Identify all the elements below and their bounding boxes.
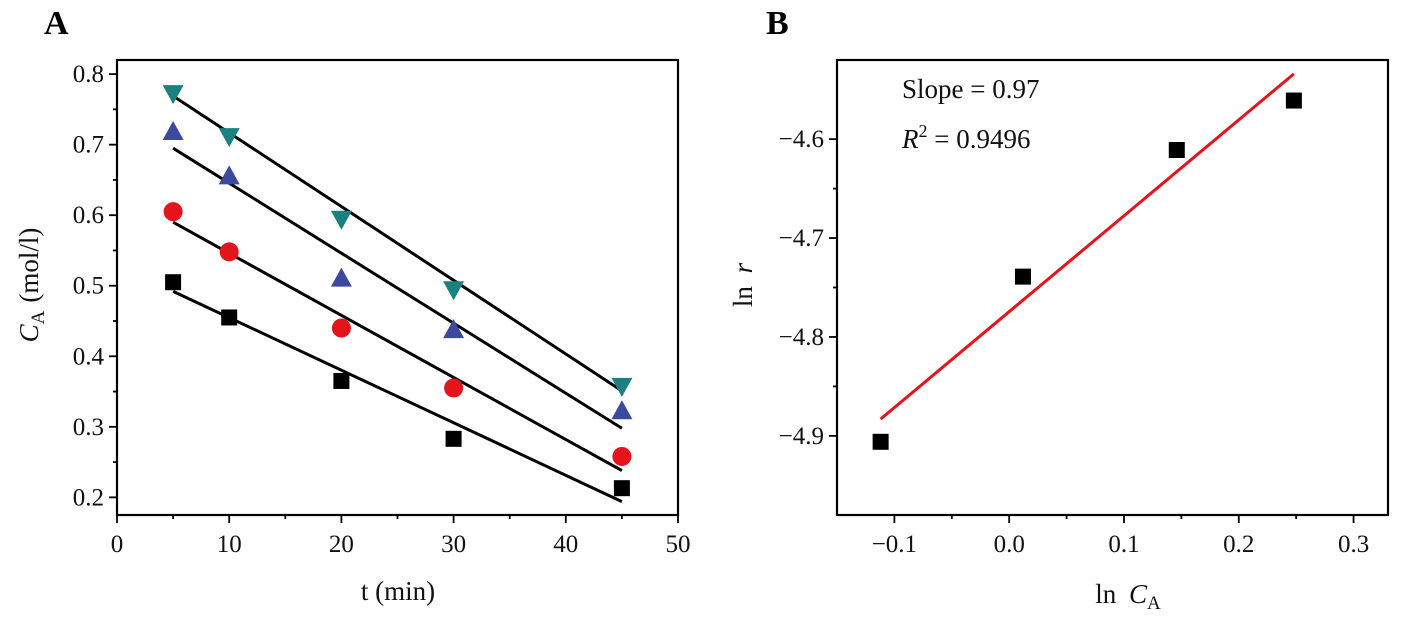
fit-line-series-4 — [172, 94, 623, 393]
data-point-series-2 — [219, 242, 239, 262]
y-tick-label-a: 0.2 — [73, 484, 104, 511]
x-axis-label-a: t (min) — [361, 576, 435, 606]
fit-line-series-1 — [172, 290, 623, 503]
data-point-series-4 — [162, 85, 184, 105]
y-tick-label-b: −4.7 — [779, 225, 824, 252]
y-tick-label-b: −4.8 — [779, 324, 824, 351]
x-tick-label-a: 20 — [329, 531, 354, 558]
panel-label-a: A — [44, 5, 69, 42]
slope-annotation: Slope = 0.97 — [902, 74, 1039, 104]
chart-panel-a: 0 10 20 30 40 50 0.2 0.3 0.4 0.5 0.6 0.7 0.8 — [73, 58, 691, 558]
data-point-series-2 — [163, 202, 183, 222]
y-axis-label-b: ln r — [728, 262, 758, 307]
y-tick-label-b: −4.6 — [779, 126, 824, 153]
r-squared-annotation: R2 = 0.9496 — [901, 121, 1030, 154]
data-point-series-4 — [443, 281, 465, 301]
data-point-ln-r — [872, 433, 889, 450]
x-tick-label-a: 50 — [666, 531, 691, 558]
data-point-series-1 — [445, 430, 462, 447]
data-point-series-4 — [611, 377, 633, 397]
x-tick-label-a: 40 — [553, 531, 578, 558]
x-tick-label-b: 0.3 — [1338, 531, 1369, 558]
chart-panel-b: −0.1 0.0 0.1 0.2 0.3 −4.9 −4.8 −4.7 −4.6 — [779, 58, 1390, 558]
data-point-series-3 — [162, 120, 184, 140]
y-tick-label-a: 0.6 — [73, 202, 104, 229]
data-point-series-1 — [613, 480, 630, 497]
data-point-series-2 — [612, 446, 632, 466]
y-tick-label-b: −4.9 — [779, 423, 824, 450]
fit-line-ln-r — [879, 72, 1295, 421]
x-tick-label-b: 0.0 — [994, 531, 1025, 558]
data-point-series-2 — [444, 378, 464, 398]
y-tick-label-a: 0.4 — [73, 343, 105, 370]
data-point-series-3 — [443, 319, 465, 339]
y-tick-label-a: 0.5 — [73, 273, 104, 300]
data-point-ln-r — [1168, 142, 1185, 159]
y-tick-label-a: 0.7 — [73, 132, 104, 159]
panel-label-b: B — [766, 5, 789, 42]
data-point-ln-r — [1014, 268, 1031, 285]
data-point-ln-r — [1285, 92, 1302, 109]
data-point-series-1 — [165, 274, 182, 291]
data-point-series-3 — [330, 267, 352, 287]
x-tick-label-b: 0.2 — [1223, 531, 1254, 558]
y-axis-label-a: CA(mol/l) — [14, 228, 49, 343]
x-tick-label-a: 30 — [441, 531, 466, 558]
data-point-series-4 — [218, 128, 240, 148]
x-axis-label-b: ln CA — [1095, 579, 1161, 614]
fit-line-series-3 — [172, 146, 623, 430]
data-point-series-4 — [330, 210, 352, 230]
data-point-series-3 — [218, 165, 240, 185]
data-point-series-2 — [331, 318, 351, 338]
y-tick-label-a: 0.8 — [73, 61, 104, 88]
x-tick-label-b: 0.1 — [1108, 531, 1139, 558]
y-tick-label-a: 0.3 — [73, 414, 104, 441]
x-tick-label-a: 0 — [111, 531, 124, 558]
data-point-series-3 — [611, 400, 633, 420]
x-tick-label-a: 10 — [217, 531, 242, 558]
data-point-series-1 — [221, 309, 238, 326]
fit-line-series-2 — [172, 220, 623, 472]
data-point-series-1 — [333, 372, 350, 389]
x-tick-label-b: −0.1 — [872, 531, 917, 558]
